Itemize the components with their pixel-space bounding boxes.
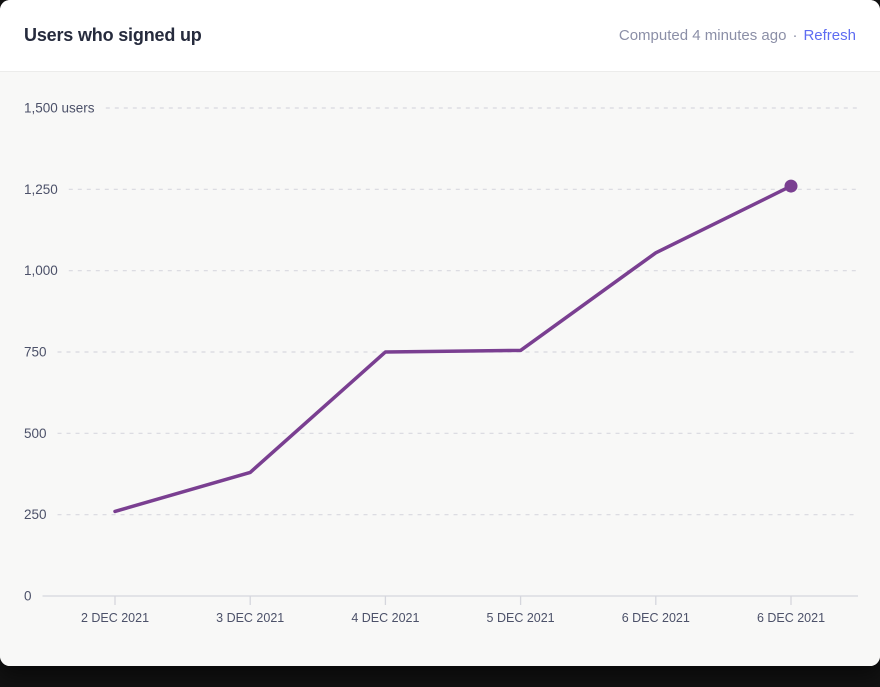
meta-separator: · <box>792 27 798 44</box>
x-axis-label: 2 DEC 2021 <box>81 611 149 625</box>
y-axis-label: 500 <box>24 426 47 441</box>
x-axis-label: 4 DEC 2021 <box>351 611 419 625</box>
y-axis-label: 1,000 <box>24 263 58 278</box>
x-axis-label: 6 DEC 2021 <box>757 611 825 625</box>
chart-card: Users who signed up Computed 4 minutes a… <box>0 0 880 666</box>
x-axis-label: 5 DEC 2021 <box>487 611 555 625</box>
data-line <box>113 184 793 514</box>
refresh-link[interactable]: Refresh <box>803 27 856 44</box>
y-axis-label: 1,500 users <box>24 101 95 116</box>
card-title: Users who signed up <box>24 25 202 45</box>
y-axis-label: 0 <box>24 589 32 604</box>
card-header: Users who signed up Computed 4 minutes a… <box>0 0 880 72</box>
y-axis-label: 1,250 <box>24 182 58 197</box>
x-axis-label: 3 DEC 2021 <box>216 611 284 625</box>
header-meta: Computed 4 minutes ago · Refresh <box>619 27 856 44</box>
y-axis-label: 750 <box>24 345 47 360</box>
x-axis-label: 6 DEC 2021 <box>622 611 690 625</box>
data-point-marker <box>784 179 798 193</box>
chart-area: 1,500 users 1,250 1,000 750 500 250 0 2 DEC 202… <box>0 72 880 666</box>
y-axis-label: 250 <box>24 507 47 522</box>
line-chart: 1,500 users 1,250 1,000 750 500 250 0 2 DEC 202… <box>24 101 858 625</box>
computed-timestamp: Computed 4 minutes ago <box>618 27 787 44</box>
